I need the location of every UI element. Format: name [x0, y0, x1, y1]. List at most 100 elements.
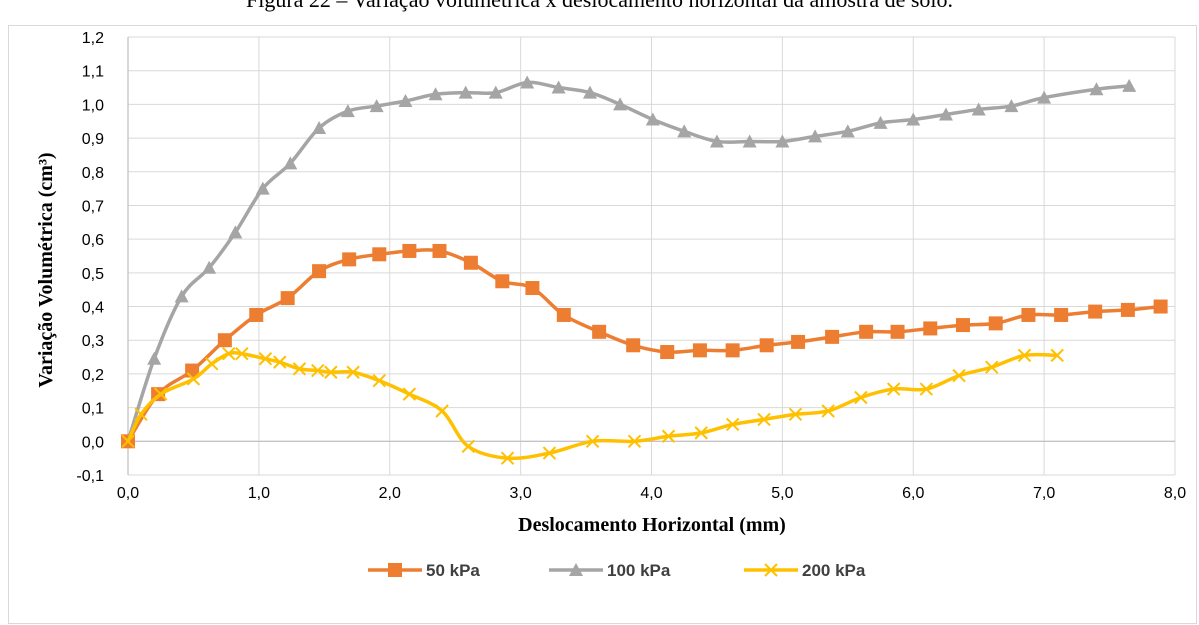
data-point-50-kpa — [1021, 307, 1036, 322]
data-point-200-kpa-stroke — [1050, 348, 1064, 363]
series-200-kpa — [121, 347, 1064, 465]
data-point-200-kpa-stroke — [788, 407, 803, 422]
data-point-100-kpa — [613, 97, 628, 111]
data-point-100-kpa — [709, 134, 724, 148]
data-point-100-kpa — [488, 85, 503, 99]
y-tick-label: 0,8 — [82, 165, 104, 182]
data-point-200-kpa-stroke — [694, 426, 708, 440]
data-point-50-kpa — [890, 324, 905, 339]
data-point-50-kpa — [692, 343, 707, 358]
data-point-200-kpa-stroke — [985, 360, 999, 374]
data-point-200-kpa — [886, 382, 901, 396]
data-point-50-kpa — [1088, 304, 1103, 319]
data-point-100-kpa — [202, 260, 217, 274]
data-point-100-kpa — [677, 124, 692, 138]
data-point-200-kpa — [186, 372, 201, 386]
legend-swatch-marker — [388, 563, 402, 577]
data-point-200-kpa-stroke — [952, 368, 966, 383]
legend: 50 kPa 100 kPa 200 kPa — [368, 561, 866, 580]
data-point-200-kpa — [500, 451, 515, 465]
x-tick-label: 0,0 — [117, 485, 139, 502]
data-point-100-kpa — [255, 181, 270, 195]
data-point-200-kpa — [311, 363, 325, 378]
data-point-200-kpa — [1050, 348, 1064, 363]
data-point-200-kpa-stroke — [372, 373, 386, 388]
data-point-50-kpa — [660, 345, 675, 360]
data-point-200-kpa — [435, 404, 449, 418]
data-point-50-kpa — [825, 329, 840, 344]
data-point-50-kpa — [495, 274, 510, 289]
data-point-200-kpa — [952, 368, 966, 383]
x-tick-labels: 0,0 1,0 2,0 3,0 4,0 5,0 6,0 7,0 8,0 — [117, 485, 1186, 502]
data-point-200-kpa — [854, 390, 868, 405]
data-point-100-kpa — [1004, 99, 1019, 113]
data-point-100-kpa — [369, 99, 384, 113]
x-tick-label: 5,0 — [771, 485, 793, 502]
data-point-200-kpa-stroke — [205, 357, 219, 371]
data-point-200-kpa-stroke — [821, 404, 835, 418]
data-point-200-kpa-stroke — [757, 412, 771, 427]
data-point-50-kpa — [342, 252, 357, 267]
data-point-100-kpa — [340, 104, 355, 118]
data-point-200-kpa-stroke — [134, 407, 148, 422]
data-point-200-kpa-stroke — [725, 417, 740, 432]
data-point-200-kpa-stroke — [542, 446, 557, 460]
data-point-200-kpa — [154, 387, 168, 401]
data-point-200-kpa-stroke — [886, 382, 901, 396]
data-point-100-kpa — [582, 85, 597, 99]
data-point-200-kpa — [985, 360, 999, 374]
data-point-200-kpa-stroke — [186, 372, 201, 386]
data-point-100-kpa — [742, 134, 757, 148]
data-point-200-kpa — [121, 434, 135, 449]
data-point-200-kpa — [273, 355, 287, 369]
data-point-200-kpa — [585, 434, 600, 449]
data-point-50-kpa — [725, 343, 740, 358]
data-point-50-kpa — [432, 243, 447, 258]
data-point-100-kpa — [1089, 82, 1104, 96]
data-point-50-kpa — [759, 338, 774, 353]
data-point-100-kpa — [906, 112, 921, 126]
legend-swatch-marker-stroke — [764, 563, 778, 577]
data-point-200-kpa — [661, 429, 676, 443]
series-layer — [121, 75, 1168, 465]
legend-swatch-marker — [764, 563, 778, 577]
data-point-200-kpa — [372, 373, 386, 388]
data-point-200-kpa-stroke — [154, 387, 168, 401]
data-point-100-kpa — [645, 112, 660, 126]
y-axis-title: Variação Volumétrica (cm³) — [35, 152, 57, 387]
data-point-50-kpa — [463, 255, 478, 270]
data-point-200-kpa — [134, 407, 148, 422]
y-tick-label: 1,1 — [82, 64, 104, 81]
data-point-200-kpa — [919, 382, 934, 396]
data-point-200-kpa-stroke — [346, 365, 360, 379]
y-tick-label: 0,0 — [82, 434, 104, 451]
data-point-100-kpa — [228, 225, 243, 239]
data-point-100-kpa — [458, 85, 473, 99]
data-point-200-kpa — [542, 446, 557, 460]
data-point-100-kpa — [174, 289, 189, 303]
data-point-50-kpa — [556, 307, 571, 322]
data-point-50-kpa — [791, 334, 806, 349]
data-point-200-kpa-stroke — [222, 347, 236, 361]
x-tick-label: 8,0 — [1164, 485, 1186, 502]
legend-label: 50 kPa — [426, 561, 480, 580]
data-point-200-kpa — [788, 407, 803, 422]
data-point-200-kpa — [627, 434, 642, 449]
data-point-50-kpa — [955, 318, 970, 333]
data-point-100-kpa — [1037, 90, 1052, 104]
chart-border — [8, 25, 1197, 624]
data-point-200-kpa — [1017, 348, 1032, 363]
y-tick-label: 0,4 — [82, 300, 104, 317]
y-tick-label: 1,2 — [82, 30, 104, 47]
data-point-200-kpa-stroke — [585, 434, 600, 449]
data-point-200-kpa — [292, 362, 307, 376]
data-point-200-kpa-stroke — [435, 404, 449, 418]
y-tick-label: 0,6 — [82, 232, 104, 249]
data-point-100-kpa — [775, 134, 790, 148]
data-point-200-kpa — [725, 417, 740, 432]
x-tick-label: 6,0 — [902, 485, 924, 502]
data-point-100-kpa — [398, 94, 413, 108]
data-point-200-kpa-stroke — [292, 362, 307, 376]
y-tick-label: 0,2 — [82, 367, 104, 384]
